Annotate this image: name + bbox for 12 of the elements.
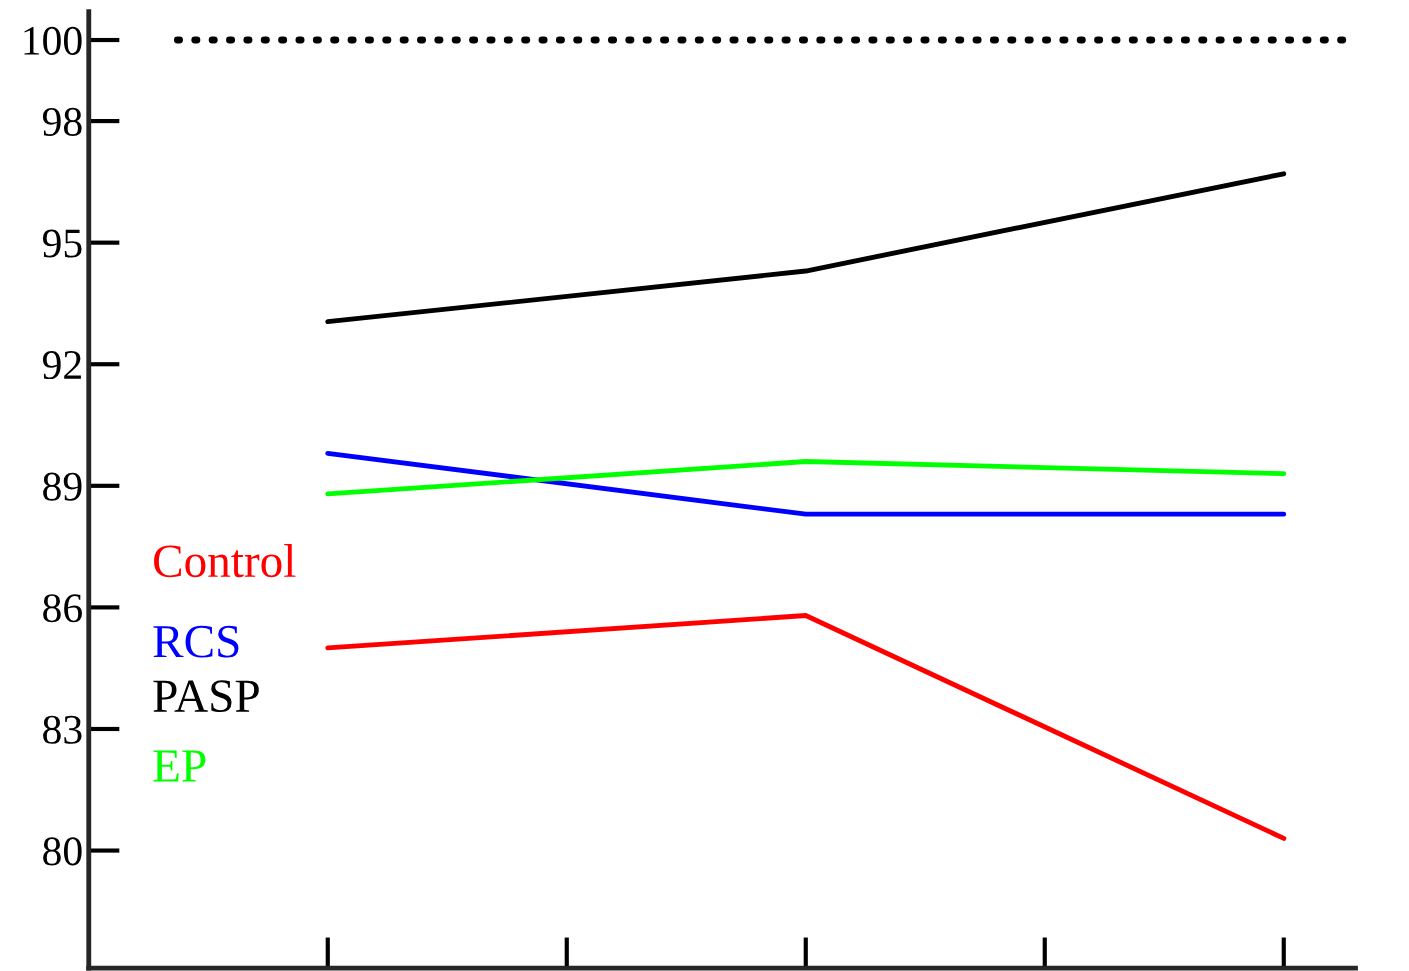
text: RCS [153,625,239,658]
y-tick-label: 95 [42,229,82,258]
series-label: Control [154,544,296,578]
y-tick-label: 100 [24,26,82,55]
y-tick-label: 86 [43,594,82,623]
legend-label: PASP [153,680,259,713]
y-tick-label: 92 [42,351,81,380]
y-tick-label: 89 [43,472,82,501]
y-tick-label: 80 [43,837,82,866]
y-tick-label: 83 [43,715,82,744]
text: EP [153,750,206,782]
y-tick-label: 98 [42,107,82,136]
